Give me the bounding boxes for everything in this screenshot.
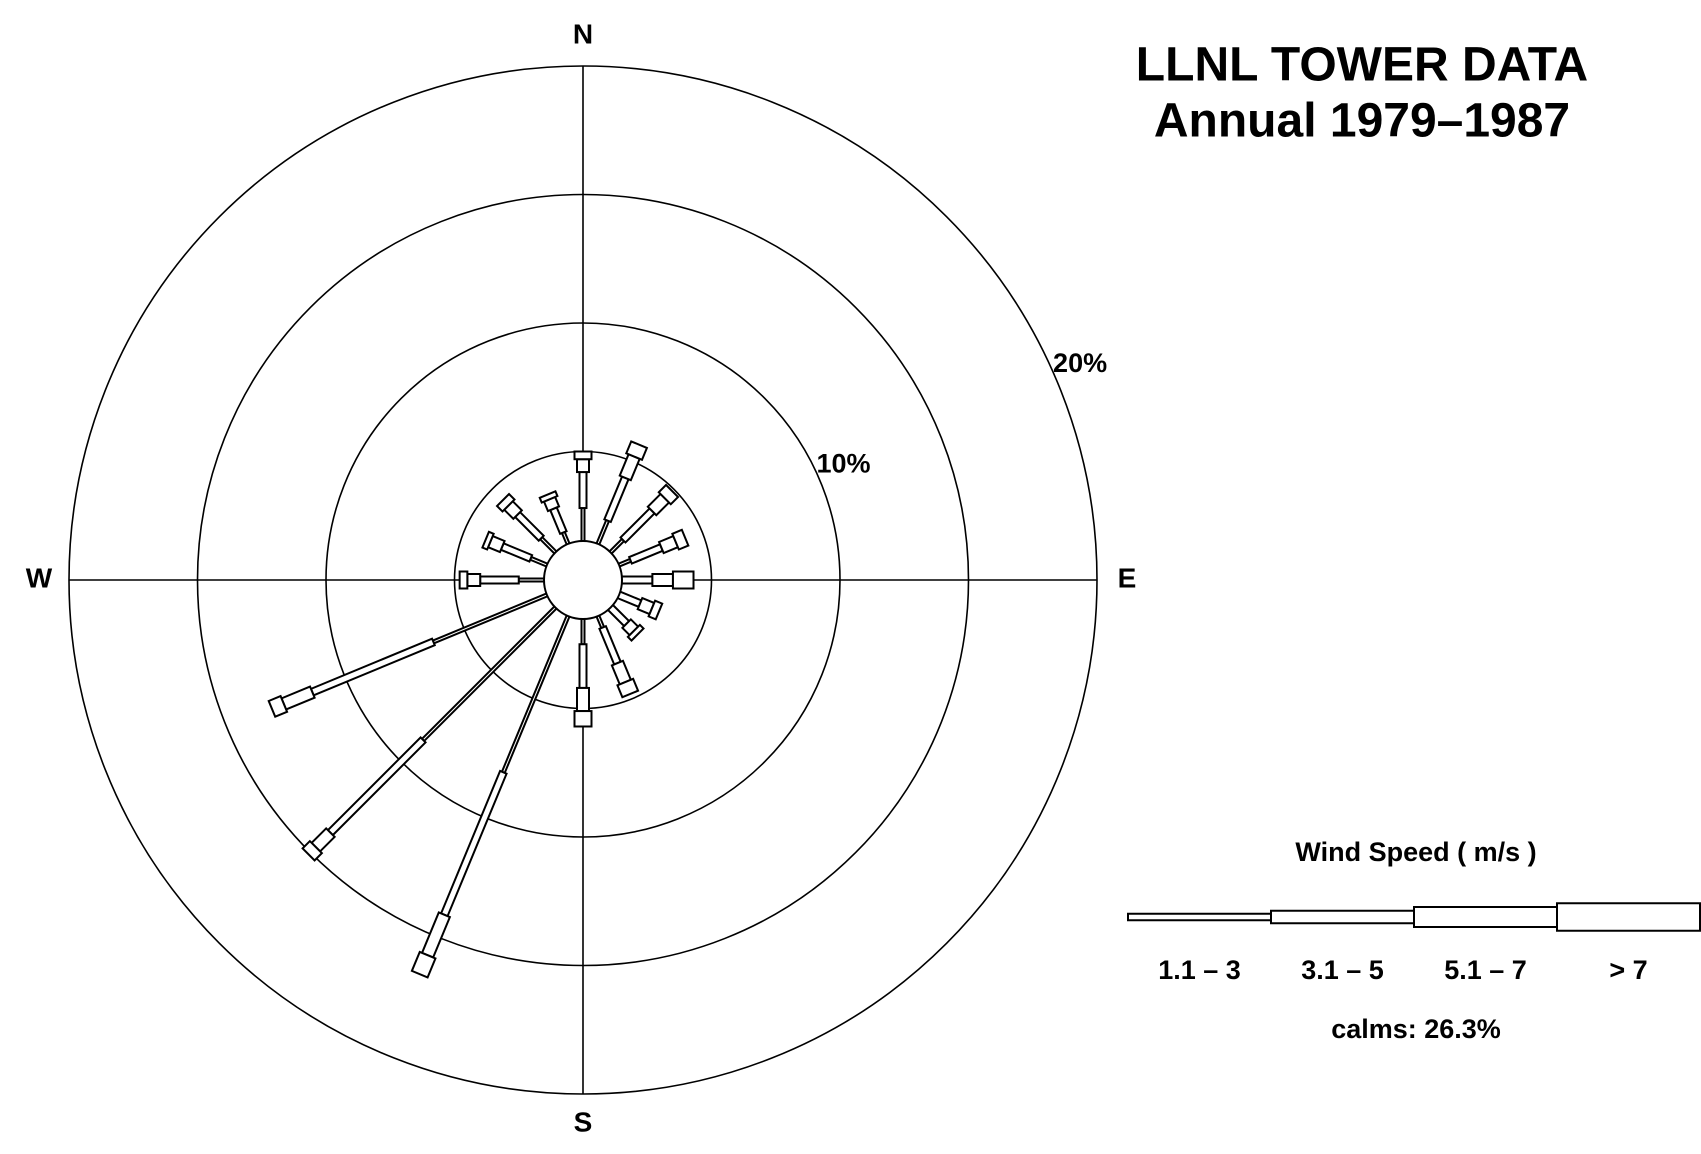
direction-label: W bbox=[26, 562, 53, 593]
grid-ring bbox=[196, 193, 970, 967]
legend-swatch bbox=[1556, 902, 1701, 932]
bar-segment bbox=[615, 590, 643, 609]
bar-segment bbox=[671, 528, 690, 551]
bar-segment bbox=[598, 624, 622, 666]
direction-label: E bbox=[1118, 562, 1137, 593]
bar-segment bbox=[439, 769, 508, 918]
bar-segment bbox=[420, 911, 452, 959]
bar-segment bbox=[326, 736, 427, 837]
grid: 10% 20% N E S W bbox=[26, 18, 1137, 1137]
r-tick-label: 20% bbox=[1053, 348, 1107, 378]
legend-swatch bbox=[1270, 909, 1415, 925]
legend-swatch bbox=[1413, 906, 1558, 928]
bar-segment bbox=[479, 575, 520, 585]
bar-segment bbox=[499, 542, 534, 563]
bar-segment bbox=[578, 643, 588, 689]
bar-segment bbox=[651, 573, 674, 587]
bar-segment bbox=[647, 599, 664, 621]
bars bbox=[267, 440, 695, 979]
bar-segment bbox=[538, 489, 559, 504]
legend-label: > 7 bbox=[1609, 955, 1647, 985]
bar-segment bbox=[548, 506, 568, 536]
bar-segment bbox=[627, 543, 665, 565]
bar-segment bbox=[619, 507, 656, 544]
bar-segment bbox=[466, 573, 482, 587]
bar-segment bbox=[267, 694, 289, 718]
bar-segment bbox=[481, 530, 495, 551]
legend-swatch bbox=[1127, 912, 1272, 922]
bar-segment bbox=[576, 686, 590, 713]
calm-circle bbox=[543, 540, 623, 620]
bar-segment bbox=[458, 570, 469, 590]
r-tick-label: 10% bbox=[816, 449, 870, 479]
legend-label: 5.1 – 7 bbox=[1444, 955, 1527, 985]
direction-label: N bbox=[573, 18, 593, 49]
bar-segment bbox=[624, 440, 649, 462]
bar-segment bbox=[626, 623, 645, 642]
bar-segment bbox=[573, 450, 593, 461]
bar-segment bbox=[620, 575, 654, 585]
legend-label: 3.1 – 5 bbox=[1301, 955, 1384, 985]
bar-segment bbox=[671, 570, 695, 590]
bar-segment bbox=[616, 677, 640, 699]
bar-segment bbox=[513, 510, 546, 543]
legend-label: 1.1 – 3 bbox=[1158, 955, 1241, 985]
grid-ring bbox=[325, 322, 841, 838]
bar-segment bbox=[603, 475, 630, 524]
legend: 1.1 – 3 3.1 – 5 5.1 – 7 > 7 bbox=[1127, 902, 1701, 985]
bar-segment bbox=[301, 839, 324, 862]
grid-ring bbox=[68, 65, 1098, 1095]
bar-segment bbox=[576, 458, 590, 474]
bar-segment bbox=[495, 492, 516, 513]
annotation: calms: 26.3% bbox=[1331, 1014, 1501, 1044]
chart-subtitle: Annual 1979–1987 bbox=[1154, 95, 1570, 148]
bar-segment bbox=[280, 685, 316, 711]
bar-segment bbox=[657, 483, 680, 506]
bar-segment bbox=[573, 710, 593, 728]
direction-label: S bbox=[574, 1106, 593, 1137]
bar-segment bbox=[309, 637, 437, 697]
chart-title: LLNL TOWER DATA bbox=[1136, 39, 1588, 92]
legend-title: Wind Speed ( m/s ) bbox=[1295, 837, 1536, 867]
bar-segment bbox=[578, 471, 588, 510]
bar-segment bbox=[410, 950, 437, 979]
